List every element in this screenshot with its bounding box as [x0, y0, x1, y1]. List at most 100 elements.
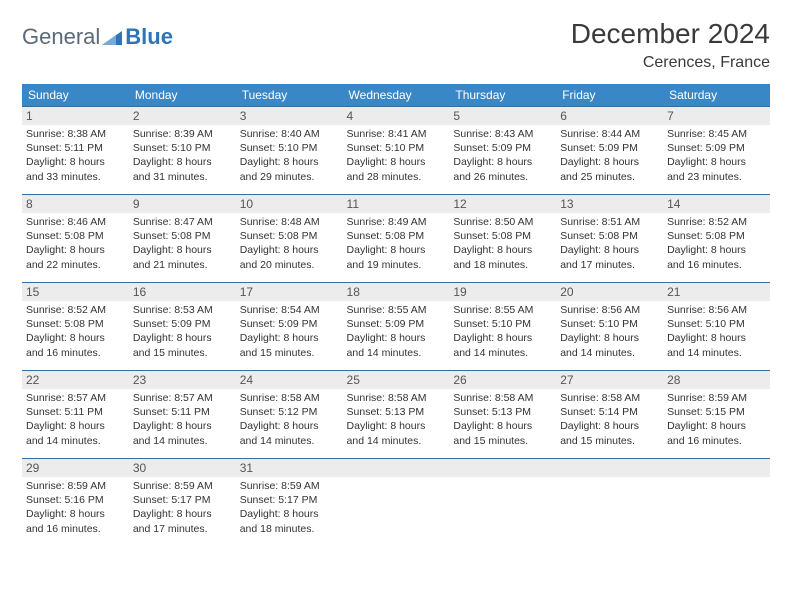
- sunset-value: 5:12 PM: [278, 406, 317, 418]
- day-number: 7: [663, 107, 770, 125]
- sunrise-prefix: Sunrise:: [26, 304, 67, 316]
- sunrise-value: 8:46 AM: [67, 216, 106, 228]
- sunset-prefix: Sunset:: [26, 142, 65, 154]
- sunset-value: 5:13 PM: [492, 406, 531, 418]
- sunset-line: Sunset: 5:10 PM: [133, 141, 232, 155]
- sunset-value: 5:16 PM: [65, 494, 104, 506]
- day-number: 27: [556, 371, 663, 389]
- daylight-prefix: Daylight:: [453, 156, 497, 168]
- sunrise-line: Sunrise: 8:55 AM: [453, 303, 552, 317]
- sunset-prefix: Sunset:: [26, 494, 65, 506]
- calendar-cell: 14Sunrise: 8:52 AMSunset: 5:08 PMDayligh…: [663, 195, 770, 283]
- sunset-line: Sunset: 5:08 PM: [133, 229, 232, 243]
- sunrise-prefix: Sunrise:: [240, 392, 281, 404]
- sunset-prefix: Sunset:: [133, 494, 172, 506]
- daylight-line: Daylight: 8 hours and 29 minutes.: [240, 155, 339, 183]
- daylight-line: Daylight: 8 hours and 16 minutes.: [667, 243, 766, 271]
- calendar-cell: 10Sunrise: 8:48 AMSunset: 5:08 PMDayligh…: [236, 195, 343, 283]
- sunrise-line: Sunrise: 8:39 AM: [133, 127, 232, 141]
- logo-text-blue: Blue: [125, 24, 173, 50]
- day-header: Friday: [556, 84, 663, 107]
- sunrise-line: Sunrise: 8:59 AM: [240, 479, 339, 493]
- sunset-value: 5:11 PM: [65, 406, 103, 418]
- sunset-line: Sunset: 5:09 PM: [453, 141, 552, 155]
- calendar-cell: 27Sunrise: 8:58 AMSunset: 5:14 PMDayligh…: [556, 371, 663, 459]
- daylight-line: Daylight: 8 hours and 31 minutes.: [133, 155, 232, 183]
- sunrise-line: Sunrise: 8:58 AM: [347, 391, 446, 405]
- calendar-cell: 28Sunrise: 8:59 AMSunset: 5:15 PMDayligh…: [663, 371, 770, 459]
- daylight-prefix: Daylight:: [26, 244, 70, 256]
- sunset-value: 5:14 PM: [599, 406, 638, 418]
- day-header: Wednesday: [343, 84, 450, 107]
- calendar-cell: 21Sunrise: 8:56 AMSunset: 5:10 PMDayligh…: [663, 283, 770, 371]
- sunset-value: 5:10 PM: [385, 142, 424, 154]
- sunset-value: 5:10 PM: [171, 142, 210, 154]
- sunrise-value: 8:51 AM: [602, 216, 641, 228]
- sunrise-value: 8:48 AM: [281, 216, 320, 228]
- sunset-line: Sunset: 5:13 PM: [347, 405, 446, 419]
- sunset-value: 5:09 PM: [385, 318, 424, 330]
- daylight-prefix: Daylight:: [240, 244, 284, 256]
- sunrise-value: 8:49 AM: [388, 216, 427, 228]
- day-number: 20: [556, 283, 663, 301]
- sunrise-prefix: Sunrise:: [453, 128, 494, 140]
- sunrise-prefix: Sunrise:: [560, 304, 601, 316]
- calendar-cell: [556, 459, 663, 547]
- sunrise-line: Sunrise: 8:57 AM: [26, 391, 125, 405]
- sunrise-value: 8:59 AM: [67, 480, 106, 492]
- sunrise-value: 8:59 AM: [174, 480, 213, 492]
- sunset-value: 5:11 PM: [171, 406, 209, 418]
- day-header: Tuesday: [236, 84, 343, 107]
- daylight-line: Daylight: 8 hours and 19 minutes.: [347, 243, 446, 271]
- sunset-prefix: Sunset:: [560, 406, 599, 418]
- day-number: 21: [663, 283, 770, 301]
- sunset-value: 5:08 PM: [385, 230, 424, 242]
- sunrise-value: 8:50 AM: [495, 216, 534, 228]
- sunrise-line: Sunrise: 8:44 AM: [560, 127, 659, 141]
- daylight-line: Daylight: 8 hours and 18 minutes.: [240, 507, 339, 535]
- day-number: 16: [129, 283, 236, 301]
- sunrise-value: 8:54 AM: [281, 304, 320, 316]
- sunset-prefix: Sunset:: [560, 230, 599, 242]
- sunrise-value: 8:58 AM: [388, 392, 427, 404]
- sunset-prefix: Sunset:: [347, 318, 386, 330]
- daylight-line: Daylight: 8 hours and 16 minutes.: [26, 331, 125, 359]
- daylight-prefix: Daylight:: [26, 420, 70, 432]
- sunrise-line: Sunrise: 8:52 AM: [26, 303, 125, 317]
- sunset-line: Sunset: 5:13 PM: [453, 405, 552, 419]
- daylight-line: Daylight: 8 hours and 33 minutes.: [26, 155, 125, 183]
- daylight-line: Daylight: 8 hours and 23 minutes.: [667, 155, 766, 183]
- daylight-line: Daylight: 8 hours and 16 minutes.: [667, 419, 766, 447]
- sunrise-prefix: Sunrise:: [133, 392, 174, 404]
- day-number: 14: [663, 195, 770, 213]
- daylight-line: Daylight: 8 hours and 14 minutes.: [240, 419, 339, 447]
- calendar-cell: 4Sunrise: 8:41 AMSunset: 5:10 PMDaylight…: [343, 107, 450, 195]
- daylight-prefix: Daylight:: [560, 156, 604, 168]
- daylight-prefix: Daylight:: [133, 332, 177, 344]
- sunset-line: Sunset: 5:09 PM: [133, 317, 232, 331]
- day-number: 31: [236, 459, 343, 477]
- sunrise-value: 8:55 AM: [388, 304, 427, 316]
- sunset-value: 5:08 PM: [599, 230, 638, 242]
- calendar-cell: 3Sunrise: 8:40 AMSunset: 5:10 PMDaylight…: [236, 107, 343, 195]
- day-number: 13: [556, 195, 663, 213]
- sunrise-prefix: Sunrise:: [26, 392, 67, 404]
- sunrise-prefix: Sunrise:: [347, 216, 388, 228]
- sunrise-line: Sunrise: 8:48 AM: [240, 215, 339, 229]
- daylight-prefix: Daylight:: [667, 156, 711, 168]
- day-number: 5: [449, 107, 556, 125]
- sunrise-prefix: Sunrise:: [133, 128, 174, 140]
- day-header: Saturday: [663, 84, 770, 107]
- sunrise-prefix: Sunrise:: [453, 304, 494, 316]
- sunrise-prefix: Sunrise:: [26, 216, 67, 228]
- daylight-prefix: Daylight:: [667, 244, 711, 256]
- sunrise-value: 8:43 AM: [495, 128, 534, 140]
- day-number: 28: [663, 371, 770, 389]
- calendar-table: SundayMondayTuesdayWednesdayThursdayFrid…: [22, 84, 770, 547]
- day-number: 3: [236, 107, 343, 125]
- day-number: 1: [22, 107, 129, 125]
- sunset-prefix: Sunset:: [133, 230, 172, 242]
- sunrise-prefix: Sunrise:: [347, 304, 388, 316]
- daylight-prefix: Daylight:: [453, 332, 497, 344]
- daylight-prefix: Daylight:: [26, 156, 70, 168]
